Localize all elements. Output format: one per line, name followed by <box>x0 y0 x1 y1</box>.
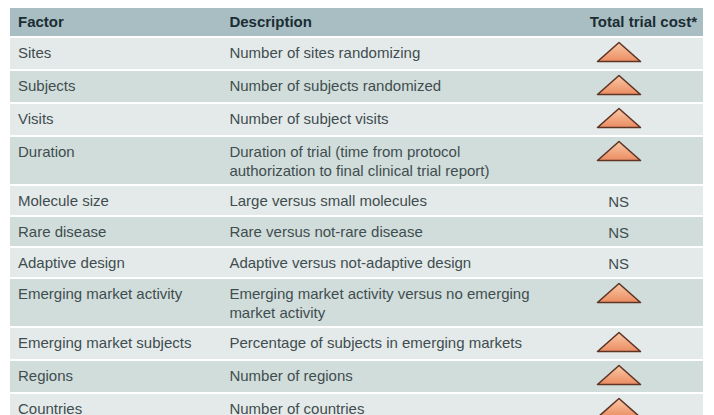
table-row: Emerging market subjects Percentage of s… <box>10 328 703 359</box>
trial-cost-cell <box>550 328 703 359</box>
triangle-up-icon <box>596 41 642 63</box>
column-header-total-trial-cost: Total trial cost* <box>550 9 703 35</box>
table-header-row: Factor Description Total trial cost* <box>10 8 703 36</box>
trial-cost-cell <box>550 394 703 415</box>
factor-cell: Rare disease <box>10 217 221 245</box>
description-cell: Number of countries <box>221 394 550 415</box>
column-header-description: Description <box>221 9 550 35</box>
trial-cost-cell <box>550 71 703 102</box>
triangle-up-icon <box>596 140 642 162</box>
factor-cell: Adaptive design <box>10 248 221 276</box>
table-row: Subjects Number of subjects randomized <box>10 71 703 102</box>
trial-cost-cell <box>550 137 703 168</box>
description-cell: Percentage of subjects in emerging marke… <box>221 328 550 356</box>
triangle-up-icon <box>596 397 642 415</box>
trial-cost-cell: NS <box>550 217 703 244</box>
description-cell: Large versus small molecules <box>221 186 550 214</box>
trial-cost-cell <box>550 38 703 69</box>
description-cell: Number of subject visits <box>221 104 550 132</box>
trial-cost-cell <box>550 361 703 392</box>
table-row: Rare disease Rare versus not-rare diseas… <box>10 217 703 246</box>
table-row: Emerging market activity Emerging market… <box>10 279 703 326</box>
factor-cell: Molecule size <box>10 186 221 214</box>
factor-cell: Duration <box>10 137 221 165</box>
triangle-up-icon <box>596 282 642 304</box>
triangle-up-icon <box>596 74 642 96</box>
description-cell: Number of regions <box>221 361 550 389</box>
trial-cost-cell <box>550 279 703 310</box>
triangle-up-icon <box>596 364 642 386</box>
ns-label: NS <box>608 189 629 211</box>
triangle-up-icon <box>596 107 642 129</box>
factor-cell: Sites <box>10 38 221 66</box>
description-cell: Emerging market activity versus no emerg… <box>221 279 550 326</box>
factor-cell: Visits <box>10 104 221 132</box>
ns-label: NS <box>608 220 629 242</box>
description-cell: Rare versus not-rare disease <box>221 217 550 245</box>
table-figure: Factor Description Total trial cost* Sit… <box>0 0 714 415</box>
table-row: Molecule size Large versus small molecul… <box>10 186 703 215</box>
ns-label: NS <box>608 251 629 273</box>
factor-cell: Subjects <box>10 71 221 99</box>
table-row: Regions Number of regions <box>10 361 703 392</box>
trial-cost-cell: NS <box>550 248 703 275</box>
trial-cost-cell: NS <box>550 186 703 213</box>
factors-table: Factor Description Total trial cost* Sit… <box>10 8 703 415</box>
table-row: Countries Number of countries <box>10 394 703 415</box>
factor-cell: Countries <box>10 394 221 415</box>
column-header-factor: Factor <box>10 9 221 35</box>
triangle-up-icon <box>596 331 642 353</box>
description-cell: Duration of trial (time from protocol au… <box>221 137 550 184</box>
factor-cell: Emerging market subjects <box>10 328 221 356</box>
factor-cell: Emerging market activity <box>10 279 221 307</box>
table-row: Visits Number of subject visits <box>10 104 703 135</box>
factor-cell: Regions <box>10 361 221 389</box>
trial-cost-cell <box>550 104 703 135</box>
description-cell: Adaptive versus not-adaptive design <box>221 248 550 276</box>
table-row: Adaptive design Adaptive versus not-adap… <box>10 248 703 277</box>
description-cell: Number of subjects randomized <box>221 71 550 99</box>
table-row: Sites Number of sites randomizing <box>10 38 703 69</box>
table-row: Duration Duration of trial (time from pr… <box>10 137 703 184</box>
description-cell: Number of sites randomizing <box>221 38 550 66</box>
